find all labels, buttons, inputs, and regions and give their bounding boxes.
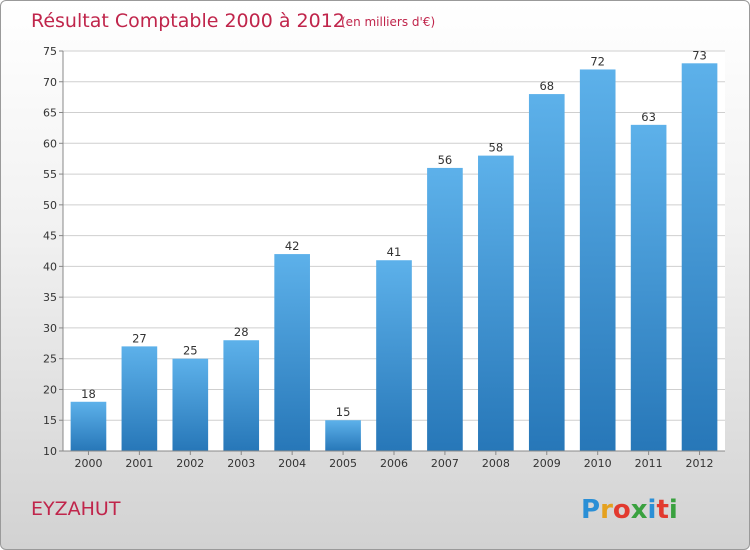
bar <box>172 358 209 451</box>
x-tick-label: 2001 <box>125 457 153 470</box>
bar <box>70 401 107 451</box>
bar <box>274 254 310 451</box>
x-tick-label: 2004 <box>278 457 306 470</box>
y-tick-label: 20 <box>43 383 57 396</box>
x-tick-label: 2008 <box>482 457 510 470</box>
bar-value-label: 72 <box>590 54 605 68</box>
bar <box>427 167 463 451</box>
bar <box>478 155 514 451</box>
bar <box>325 420 361 451</box>
y-tick-label: 75 <box>43 45 57 58</box>
logo-letter: r <box>600 495 613 525</box>
bar <box>376 260 412 451</box>
bar-value-label: 58 <box>489 141 504 155</box>
chart-title: Résultat Comptable 2000 à 2012 <box>31 10 345 32</box>
y-tick-label: 40 <box>43 260 57 273</box>
logo-letter: o <box>613 495 631 525</box>
y-tick-label: 45 <box>43 230 57 243</box>
bar <box>630 124 667 451</box>
bars <box>70 63 718 452</box>
x-axis-ticks: 2000 2001 2002 2003 2004 2005 2006 2007 2008 2009… <box>74 451 714 470</box>
logo-letter: x <box>631 495 648 525</box>
y-tick-label: 30 <box>43 322 57 335</box>
logo-letter: i <box>648 495 657 525</box>
y-axis-ticks: 10 15 20 25 30 35 40 45 50 55 60 65 70 75 <box>43 45 63 458</box>
bar-value-label: 15 <box>336 405 351 419</box>
bar-value-label: 68 <box>539 79 554 93</box>
bar <box>579 69 616 451</box>
bar-value-label: 56 <box>438 153 453 167</box>
commune-name: EYZAHUT <box>31 498 121 520</box>
y-tick-label: 65 <box>43 107 57 120</box>
bar-value-label: 73 <box>692 48 707 62</box>
y-tick-label: 50 <box>43 199 57 212</box>
x-tick-label: 2002 <box>176 457 204 470</box>
y-tick-label: 25 <box>43 353 57 366</box>
y-tick-label: 70 <box>43 76 57 89</box>
bar <box>223 340 260 451</box>
x-tick-label: 2006 <box>380 457 408 470</box>
logo-letter: i <box>669 495 678 525</box>
chart-unit: (en milliers d'€) <box>341 15 435 29</box>
bar-value-label: 41 <box>387 245 402 259</box>
y-tick-label: 55 <box>43 168 57 181</box>
value-labels: 18 27 25 28 42 15 41 56 58 68 72 63 73 <box>81 48 707 419</box>
bar-value-label: 28 <box>234 325 249 339</box>
x-tick-label: 2012 <box>686 457 714 470</box>
bar-value-label: 18 <box>81 387 96 401</box>
x-tick-label: 2007 <box>431 457 459 470</box>
bar <box>121 346 158 451</box>
x-tick-label: 2005 <box>329 457 357 470</box>
bar-value-label: 27 <box>132 331 147 345</box>
logo-letter: t <box>656 495 668 525</box>
bar-value-label: 63 <box>641 110 656 124</box>
bar-value-label: 42 <box>285 239 300 253</box>
logo-letter: P <box>581 495 600 525</box>
x-tick-label: 2000 <box>74 457 102 470</box>
y-tick-label: 35 <box>43 291 57 304</box>
x-tick-label: 2003 <box>227 457 255 470</box>
y-tick-label: 15 <box>43 414 57 427</box>
x-tick-label: 2011 <box>635 457 663 470</box>
bar <box>681 63 718 452</box>
x-tick-label: 2010 <box>584 457 612 470</box>
proxiti-logo: Proxiti <box>581 495 678 525</box>
x-tick-label: 2009 <box>533 457 561 470</box>
y-tick-label: 60 <box>43 137 57 150</box>
y-tick-label: 10 <box>43 445 57 458</box>
bar <box>528 94 565 452</box>
bar-value-label: 25 <box>183 344 198 358</box>
